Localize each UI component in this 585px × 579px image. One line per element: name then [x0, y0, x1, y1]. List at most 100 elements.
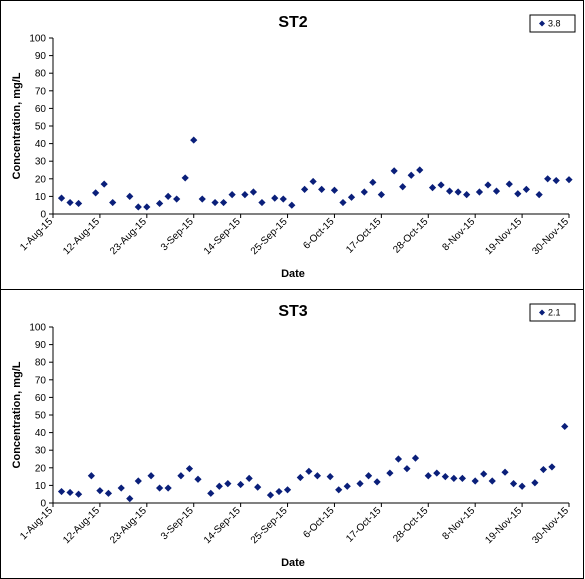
chart-st3: ST3 0 10 20 30 40 50 60 70 80 90 100 1-Aug-15 12-Aug-… [11, 303, 576, 569]
data-point [377, 191, 385, 199]
legend-box [529, 303, 576, 322]
y-tick-label: 10 [35, 481, 47, 492]
data-point [539, 465, 548, 474]
data-point [403, 465, 411, 473]
data-point [411, 454, 420, 462]
data-point [185, 465, 194, 473]
data-point [522, 185, 530, 193]
data-point [207, 489, 215, 497]
data-point [211, 198, 219, 207]
data-point [156, 484, 164, 492]
chart-st2: ST2 0 10 20 30 40 50 60 70 80 90 100 1-Aug-15 12-Aug-… [11, 14, 576, 280]
data-point [164, 192, 172, 200]
x-tick-label: 17-Oct-15 [344, 505, 384, 545]
data-point [386, 469, 394, 477]
y-tick-label: 60 [35, 104, 47, 115]
data-point [450, 474, 458, 482]
data-point [237, 480, 245, 489]
y-tick-label: 70 [35, 86, 47, 97]
data-point [66, 488, 74, 497]
data-point [484, 181, 492, 189]
x-tick-label: 14-Sep-15 [202, 505, 243, 546]
legend-label: 2.1 [548, 308, 561, 318]
data-point [433, 469, 441, 477]
x-tick-label: 30-Nov-15 [530, 216, 571, 257]
data-point [219, 198, 228, 207]
data-point [190, 136, 198, 144]
data-point [428, 184, 437, 192]
y-tick-label: 40 [35, 139, 47, 150]
data-point [480, 470, 488, 478]
data-point [173, 195, 181, 203]
x-tick-label: 19-Nov-15 [483, 216, 524, 257]
chart-panel-st2: ST2 0 10 20 30 40 50 60 70 80 90 100 1-Aug-15 12-Aug-… [0, 0, 584, 290]
y-axis-label: Concentration, mg/L [11, 72, 23, 179]
data-point [198, 195, 206, 203]
x-tick-label: 6-Oct-15 [301, 505, 337, 541]
data-point [181, 174, 189, 182]
x-tick-label: 3-Sep-15 [159, 505, 196, 542]
data-point [424, 472, 432, 480]
data-point [505, 180, 513, 188]
y-tick-label: 10 [35, 192, 47, 203]
legend-marker [539, 309, 545, 316]
data-point [475, 188, 484, 196]
data-point [288, 201, 296, 209]
data-point [301, 185, 309, 193]
x-tick-label: 6-Oct-15 [301, 216, 337, 252]
data-point [109, 198, 117, 207]
data-point [364, 472, 373, 480]
chart-title: ST3 [278, 303, 307, 320]
data-point [437, 181, 445, 189]
data-point [258, 198, 266, 207]
x-tick-label: 8-Nov-15 [440, 505, 477, 542]
x-tick-label: 28-Oct-15 [391, 505, 431, 545]
x-tick-label: 3-Sep-15 [159, 216, 196, 253]
data-point [369, 178, 377, 186]
x-tick-label: 1-Aug-15 [18, 216, 55, 253]
y-tick-label: 80 [35, 358, 47, 369]
data-point [279, 195, 287, 203]
data-point [57, 487, 66, 496]
data-point [463, 191, 471, 199]
data-point [313, 472, 321, 480]
data-point [249, 188, 258, 196]
x-axis-label: Date [281, 557, 305, 569]
y-tick-label: 0 [40, 499, 46, 510]
data-point [104, 489, 113, 497]
data-point [561, 422, 569, 431]
x-tick-label: 1-Aug-15 [18, 505, 55, 542]
data-point [224, 480, 232, 488]
data-point [241, 191, 249, 199]
data-point [318, 185, 326, 193]
x-tick-label: 23-Aug-15 [108, 216, 149, 257]
data-point [87, 472, 95, 480]
data-point [416, 166, 424, 174]
data-point [92, 189, 100, 197]
y-tick-label: 20 [35, 463, 47, 474]
data-point [305, 467, 313, 475]
data-point [441, 473, 449, 481]
data-point [445, 187, 454, 195]
y-tick-label: 40 [35, 428, 47, 439]
data-point [552, 176, 560, 185]
x-tick-label: 14-Sep-15 [202, 216, 243, 257]
data-point [96, 487, 104, 495]
data-point [283, 486, 292, 494]
x-tick-label: 23-Aug-15 [108, 505, 149, 546]
x-tick-label: 30-Nov-15 [530, 505, 571, 546]
data-point [488, 477, 496, 485]
y-tick-label: 100 [29, 34, 46, 45]
x-tick-label: 28-Oct-15 [391, 216, 431, 256]
data-point [143, 203, 151, 211]
y-tick-label: 0 [40, 210, 46, 221]
data-point [535, 191, 543, 199]
y-tick-label: 30 [35, 157, 47, 168]
data-point [164, 484, 172, 492]
data-point [275, 487, 283, 496]
data-point [156, 199, 164, 208]
data-point [565, 176, 573, 184]
data-point [492, 187, 501, 195]
data-point [339, 198, 347, 207]
data-point [343, 482, 351, 490]
